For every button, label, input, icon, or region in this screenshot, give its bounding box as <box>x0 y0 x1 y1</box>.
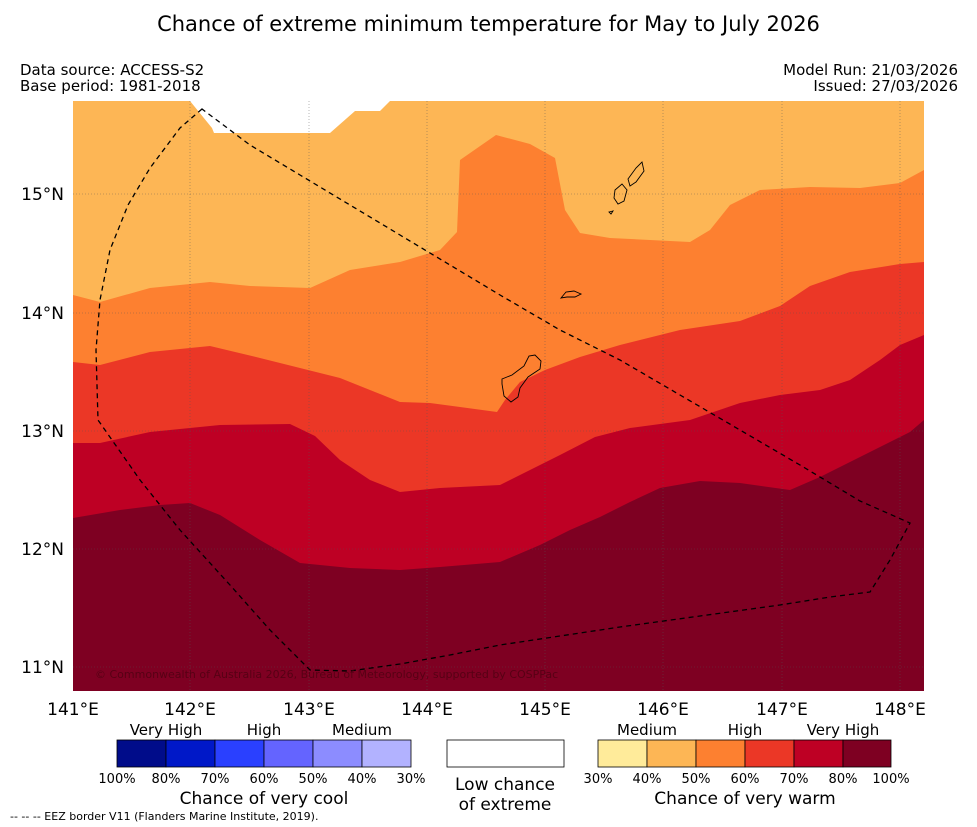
lat-label: 11°N <box>21 658 64 678</box>
warm-tick: 40% <box>633 772 662 787</box>
warm-category-label: Very High <box>807 721 880 739</box>
cool-swatch-50-60 <box>263 739 314 768</box>
warm-80-100-region <box>73 420 924 691</box>
warm-legend-title: Chance of very warm <box>654 789 835 809</box>
cool-colorbar <box>116 739 412 768</box>
neutral-swatch <box>446 739 565 768</box>
cool-tick: 100% <box>98 772 135 787</box>
lat-label: 15°N <box>21 185 64 205</box>
warm-swatch-80-100 <box>842 739 892 768</box>
lon-label: 144°E <box>401 700 453 720</box>
cool-swatch-40-50 <box>312 739 363 768</box>
lat-label: 12°N <box>21 540 64 560</box>
cool-category-label: Medium <box>332 721 392 739</box>
warm-legend: Medium High Very High 30% 40% 50% 60% 70… <box>584 721 910 809</box>
lon-label: 143°E <box>283 700 335 720</box>
neutral-legend: Low chance of extreme <box>446 739 565 815</box>
lat-label: 14°N <box>21 304 64 324</box>
warm-swatch-70-80 <box>793 739 844 768</box>
base-period: Base period: 1981-2018 <box>20 77 201 95</box>
guam-island <box>501 354 542 403</box>
lon-label: 148°E <box>874 700 926 720</box>
tinian-island <box>613 183 628 205</box>
warm-swatch-60-70 <box>744 739 795 768</box>
lon-label: 145°E <box>519 700 571 720</box>
lon-label: 147°E <box>756 700 808 720</box>
cool-swatch-70-80 <box>165 739 216 768</box>
eez-footnote: -- -- -- EEZ border V11 (Flanders Marine… <box>10 810 318 823</box>
neutral-label-line2: of extreme <box>459 795 552 815</box>
lon-label: 146°E <box>637 700 689 720</box>
cool-swatch-80-100 <box>116 739 167 768</box>
eez-border <box>95 108 911 672</box>
data-source: Data source: ACCESS-S2 <box>20 61 205 79</box>
warm-swatch-30-40 <box>597 739 648 768</box>
copyright-text: © Commonwealth of Australia 2026, Bureau… <box>95 668 558 681</box>
warm-tick: 60% <box>731 772 760 787</box>
model-run: Model Run: 21/03/2026 <box>783 61 958 79</box>
cool-swatch-30-40 <box>361 739 412 768</box>
rota-island <box>559 290 583 299</box>
warm-swatch-40-50 <box>646 739 697 768</box>
lon-label: 142°E <box>164 700 216 720</box>
warm-category-label: High <box>728 721 762 739</box>
lat-label: 13°N <box>21 422 64 442</box>
issued-date: Issued: 27/03/2026 <box>813 77 958 95</box>
warm-tick: 70% <box>780 772 809 787</box>
cool-tick: 60% <box>250 772 279 787</box>
cool-category-label: Very High <box>130 721 203 739</box>
warm-colorbar <box>597 739 892 768</box>
cool-tick: 70% <box>201 772 230 787</box>
warm-tick: 80% <box>829 772 858 787</box>
cool-swatch-60-70 <box>214 739 265 768</box>
cool-tick: 50% <box>299 772 328 787</box>
warm-tick: 50% <box>682 772 711 787</box>
lon-label: 141°E <box>47 700 99 720</box>
map-title: Chance of extreme minimum temperature fo… <box>157 12 820 36</box>
cool-category-label: High <box>247 721 281 739</box>
cool-tick: 30% <box>397 772 426 787</box>
saipan-island <box>627 161 645 187</box>
cool-tick: 80% <box>152 772 181 787</box>
island-outlines <box>501 161 645 403</box>
warm-tick: 100% <box>872 772 909 787</box>
warm-category-label: Medium <box>617 721 677 739</box>
map-area[interactable] <box>73 101 924 691</box>
cool-legend: Very High High Medium 100% 80% 70% 60% 5… <box>98 721 425 809</box>
aguijan-island <box>608 210 615 215</box>
gridlines <box>73 101 924 691</box>
warm-swatch-50-60 <box>695 739 746 768</box>
warm-tick: 30% <box>584 772 613 787</box>
neutral-label-line1: Low chance <box>455 775 555 795</box>
cool-legend-title: Chance of very cool <box>180 789 349 809</box>
cool-tick: 40% <box>348 772 377 787</box>
